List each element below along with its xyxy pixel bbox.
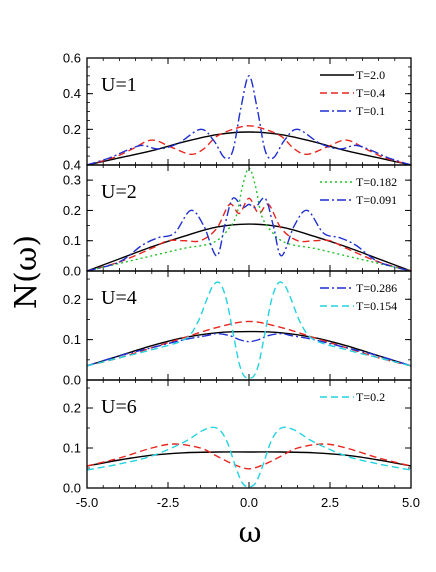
series-line-curve-1 xyxy=(87,451,411,467)
y-tick-label: 0.2 xyxy=(63,401,81,416)
x-tick-label: -5.0 xyxy=(76,495,98,510)
y-tick-label: 0.6 xyxy=(63,51,81,66)
series-line-curve-2 xyxy=(87,443,411,470)
series-line-t-0-154 xyxy=(87,281,411,379)
x-tick-label: 5.0 xyxy=(402,495,420,510)
panel-series-group xyxy=(87,281,411,379)
x-axis-title: ω xyxy=(239,516,262,549)
panel-4: 0.0 0.1 0.2 U=6 T=0.2 xyxy=(63,379,412,496)
series-line-t-0-286 xyxy=(87,332,411,367)
legend-label: T=0.182 xyxy=(356,175,397,189)
y-tick-label: 0.4 xyxy=(63,86,81,101)
legend-label: T=0.091 xyxy=(356,193,397,207)
legend-label: T=0.154 xyxy=(356,299,397,313)
panel-series-group xyxy=(87,75,411,165)
series-line-t-0-2 xyxy=(87,426,411,488)
y-tick-label: 0.0 xyxy=(63,481,81,496)
y-tick-label: 0.0 xyxy=(63,264,81,279)
series-line-curve-1 xyxy=(87,330,411,367)
plot-area: 0.40.20.40.6U=1 T=2.0T=0.4T=0.10.00.10.20… xyxy=(63,51,420,511)
y-tick-label: 0.1 xyxy=(63,441,81,456)
series-line-curve-2 xyxy=(87,197,411,271)
panel-series-group xyxy=(87,426,411,488)
y-tick-label: 0.2 xyxy=(63,203,81,218)
x-tick-label: 2.5 xyxy=(321,495,339,510)
series-line-t-0-4 xyxy=(87,125,411,165)
legend-label: T=0.286 xyxy=(356,281,397,295)
legend-label: T=2.0 xyxy=(356,68,385,82)
y-tick-label: 0.4 xyxy=(63,158,81,173)
x-tick-label: 0.0 xyxy=(240,495,258,510)
y-tick-label: 0.3 xyxy=(63,173,81,188)
panel-label: U=2 xyxy=(101,181,137,203)
panel-label: U=1 xyxy=(101,74,137,96)
legend-label: T=0.2 xyxy=(356,390,385,404)
series-line-curve-1 xyxy=(87,223,411,271)
y-tick-label: 0.0 xyxy=(63,373,81,388)
x-tick-label: -2.5 xyxy=(157,495,179,510)
legend-label: T=0.1 xyxy=(356,104,385,118)
y-tick-label: 0.1 xyxy=(63,233,81,248)
y-axis-title: N(ω) xyxy=(9,235,44,309)
legend-label: T=0.4 xyxy=(356,86,385,100)
panel-label: U=6 xyxy=(101,396,137,418)
series-line-t-0-1 xyxy=(87,75,411,165)
panel-3: 0.0 0.1 0.2 U=4 T=0.286 T=0.154 xyxy=(63,270,412,388)
series-line-curve-2 xyxy=(87,320,411,367)
y-tick-label: 0.2 xyxy=(63,292,81,307)
y-tick-label: 0.1 xyxy=(63,332,81,347)
panel-label: U=4 xyxy=(101,287,137,309)
panel-1: 0.4 0.2 0.4 0.6 U=1 T=2.0 T=0.4 T=0.1 xyxy=(63,51,412,173)
series-line-t-2-0 xyxy=(87,131,411,165)
panel-2: 0.0 0.1 0.2 0.3 U=2 T=0.182 T=0.091 xyxy=(63,164,412,279)
y-tick-label: 0.2 xyxy=(63,122,81,137)
series-line-t-0-091 xyxy=(87,197,411,271)
